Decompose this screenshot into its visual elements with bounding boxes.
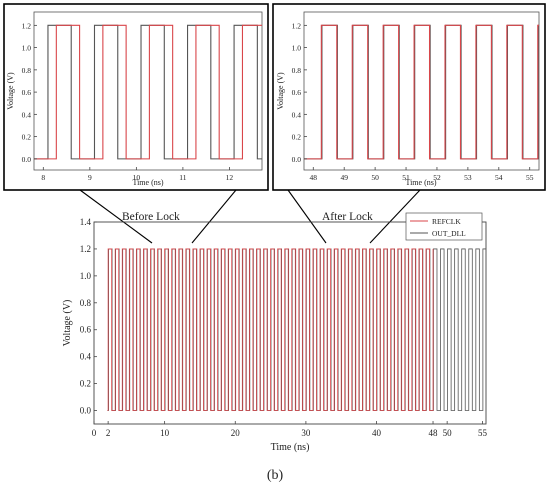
x-tick-label: 52 [433, 173, 441, 182]
x-tick-label: 53 [464, 173, 472, 182]
connector-after-right [369, 189, 421, 244]
y-tick-label: 0.6 [22, 88, 32, 97]
y-tick-label: 1.0 [292, 44, 302, 53]
x-tick-label: 49 [340, 173, 348, 182]
y-tick-label: 0.0 [292, 155, 302, 164]
y-tick-label: 0.6 [292, 88, 302, 97]
x-tick-label: 48 [429, 428, 439, 438]
x-tick-label: 51 [402, 173, 410, 182]
inset-after-lock-y-label: Voltage (V) [276, 72, 285, 110]
x-tick-label: 30 [301, 428, 311, 438]
inset-before-lock-y-ticks: 0.0 0.2 0.4 0.6 0.8 1.0 1.2 [22, 21, 37, 164]
x-tick-label: 54 [495, 173, 503, 182]
y-tick-label: 0.4 [292, 110, 302, 119]
y-tick-label: 1.2 [22, 21, 32, 30]
x-tick-label: 20 [231, 428, 241, 438]
main-y-ticks: 0.0 0.2 0.4 0.6 0.8 1.0 1.2 1.4 [80, 217, 97, 416]
y-tick-label: 1.2 [292, 21, 302, 30]
main-y-label: Voltage (V) [62, 300, 73, 347]
y-tick-label: 0.2 [292, 133, 302, 142]
main-traces [107, 248, 486, 411]
inset-before-lock-x-ticks: 8 9 10 11 12 [41, 167, 233, 182]
after-lock-label: After Lock [322, 211, 373, 223]
inset-before-lock-y-label: Voltage (V) [6, 72, 15, 110]
y-tick-label: 1.2 [80, 244, 91, 254]
legend-label-out-dll: OUT_DLL [432, 229, 466, 238]
inset-after-lock-x-label: Time (ns) [405, 178, 436, 187]
x-tick-label: 40 [372, 428, 382, 438]
main-x-ticks: 0 2 10 20 30 40 48 50 55 [92, 421, 488, 438]
x-tick-label: 0 [92, 428, 97, 438]
x-tick-label: 55 [526, 173, 534, 182]
y-tick-label: 1.0 [22, 44, 32, 53]
y-tick-label: 0.0 [22, 155, 32, 164]
inset-after-lock-frame [272, 3, 546, 191]
inset-before-lock-plot-area [33, 11, 263, 171]
y-tick-label: 0.8 [292, 66, 302, 75]
inset-after-lock-traces [304, 24, 539, 160]
y-tick-label: 0.8 [80, 298, 92, 308]
x-tick-label: 48 [310, 173, 318, 182]
x-tick-label: 11 [179, 173, 186, 182]
legend: REFCLK OUT_DLL [405, 212, 483, 241]
figure-caption: (b) [267, 468, 284, 483]
x-tick-label: 9 [88, 173, 92, 182]
y-tick-label: 0.2 [80, 379, 91, 389]
inset-after-lock: 48 49 50 51 52 53 54 55 0.0 0.2 0.4 0.6 0.8 1.0 1.2 T… [272, 3, 546, 191]
inset-after-lock-x-ticks: 48 49 50 51 52 53 54 55 [310, 167, 534, 182]
connector-after-left [287, 189, 327, 244]
zoom-connectors [79, 189, 421, 244]
trace-refclk [34, 24, 262, 160]
y-tick-label: 0.2 [22, 133, 32, 142]
inset-after-lock-y-ticks: 0.0 0.2 0.4 0.6 0.8 1.0 1.2 [292, 21, 307, 164]
y-tick-label: 0.8 [22, 66, 32, 75]
y-tick-label: 1.4 [80, 217, 92, 227]
main-x-label: Time (ns) [271, 442, 310, 453]
trace-out-dll [34, 24, 262, 160]
before-lock-label: Before Lock [122, 211, 180, 223]
y-tick-label: 0.4 [22, 110, 32, 119]
trace-out-dll [304, 24, 539, 160]
x-tick-label: 50 [443, 428, 453, 438]
y-tick-label: 0.6 [80, 325, 92, 335]
connector-before-left [79, 189, 153, 244]
x-tick-label: 10 [133, 173, 141, 182]
inset-before-lock-x-label: Time (ns) [132, 178, 163, 187]
x-tick-label: 2 [106, 428, 111, 438]
legend-box [405, 212, 483, 241]
main-plot: 0 2 10 20 30 40 48 50 55 0.0 0.2 0.4 0.6 0.8 1.0 1.2 1.… [62, 212, 488, 453]
inset-before-lock-traces [34, 24, 262, 160]
y-tick-label: 0.4 [80, 352, 92, 362]
inset-before-lock: 8 9 10 11 12 0.0 0.2 0.4 0.6 0.8 1.0 1.2 Time (ns)… [3, 3, 269, 191]
x-tick-label: 12 [226, 173, 234, 182]
connector-before-right [191, 189, 237, 244]
trace-out-dll [107, 248, 486, 411]
inset-before-lock-frame [3, 3, 269, 191]
x-tick-label: 50 [371, 173, 379, 182]
trace-refclk [107, 248, 434, 411]
inset-after-lock-plot-area [303, 11, 540, 171]
x-tick-label: 10 [160, 428, 170, 438]
y-tick-label: 0.0 [80, 406, 92, 416]
x-tick-label: 55 [478, 428, 488, 438]
trace-refclk [304, 24, 539, 160]
x-tick-label: 8 [41, 173, 45, 182]
legend-label-refclk: REFCLK [432, 217, 461, 226]
y-tick-label: 1.0 [80, 271, 92, 281]
main-plot-area [93, 221, 487, 425]
